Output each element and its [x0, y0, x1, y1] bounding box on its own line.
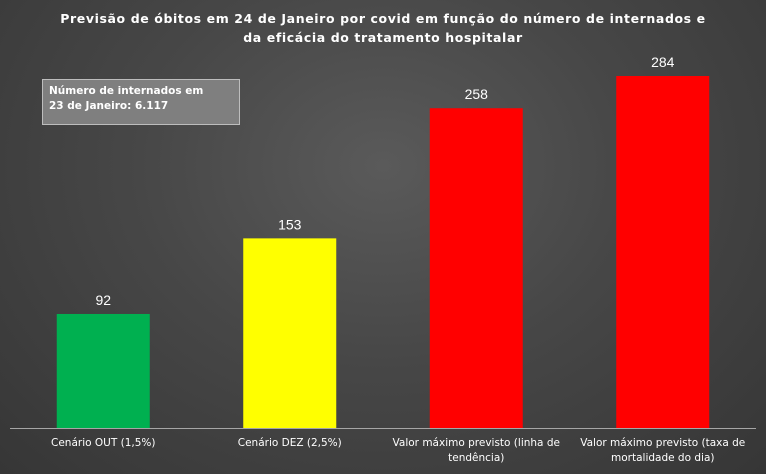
x-tick-label-4-line-2: mortalidade do dia): [611, 452, 714, 464]
bar-value-label-2: 153: [278, 216, 302, 232]
chart-title-line-1: Previsão de óbitos em 24 de Janeiro por …: [60, 11, 706, 26]
annotation-line-2: 23 de Janeiro: 6.117: [49, 100, 169, 112]
chart-title: Previsão de óbitos em 24 de Janeiro por …: [0, 9, 766, 47]
bar-value-label-3: 258: [465, 86, 489, 102]
chart-title-line-2: da eficácia do tratamento hospitalar: [243, 30, 523, 45]
x-tick-label-1-line-1: Cenário OUT (1,5%): [51, 437, 155, 449]
internados-annotation-box: Número de internados em 23 de Janeiro: 6…: [42, 79, 240, 125]
bar-3: [429, 108, 523, 429]
x-tick-label-3-line-1: Valor máximo previsto (linha de: [393, 437, 560, 449]
bar-2: [243, 238, 337, 428]
bar-4: [616, 76, 710, 428]
x-tick-label-2-line-1: Cenário DEZ (2,5%): [238, 437, 342, 449]
annotation-line-1: Número de internados em: [49, 85, 204, 97]
bar-value-label-4: 284: [651, 54, 675, 70]
x-tick-label-3-line-2: tendência): [448, 452, 504, 464]
bar-value-label-1: 92: [95, 292, 111, 308]
x-tick-label-4-line-1: Valor máximo previsto (taxa de: [580, 437, 745, 449]
bar-1: [56, 313, 150, 428]
